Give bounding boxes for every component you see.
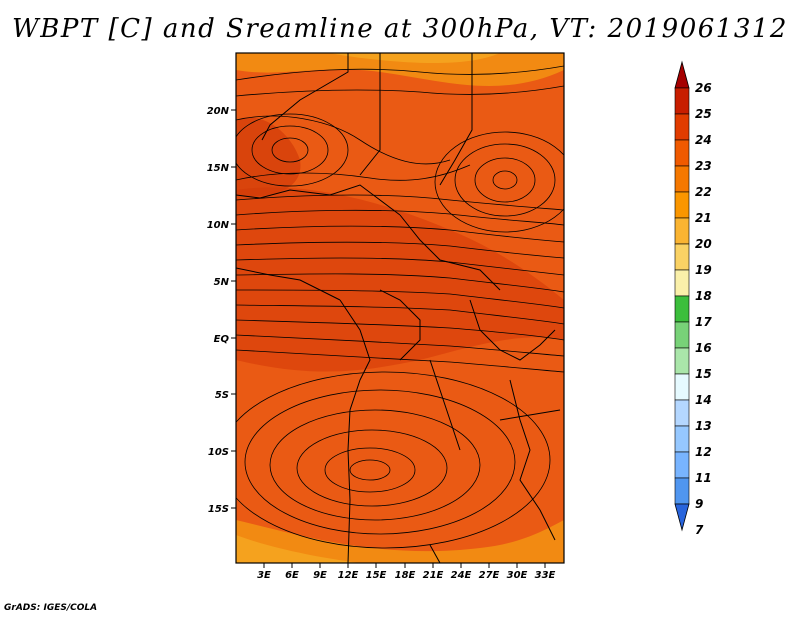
- colorbar-label: 19: [695, 263, 712, 277]
- lon-axis: 3E 6E 9E 12E 15E 18E 21E 24E 27E 30E 33E: [257, 563, 556, 581]
- lat-tick-label: 15S: [208, 504, 229, 515]
- colorbar-swatch: [674, 477, 690, 505]
- lon-tick-label: 24E: [451, 570, 472, 581]
- colorbar: 26 25 24 23 22 21 20 19 18 17 16 15 14 13 12 11 9 7: [674, 60, 712, 537]
- colorbar-label: 20: [695, 237, 712, 251]
- lat-tick-label: 10S: [208, 447, 229, 458]
- colorbar-swatch: [674, 217, 690, 245]
- colorbar-swatch: [674, 399, 690, 427]
- colorbar-swatch: [674, 191, 690, 219]
- wbpt-cool-north: [236, 53, 564, 86]
- lon-tick-label: 15E: [366, 570, 387, 581]
- colorbar-arrow-bottom: [674, 503, 690, 532]
- lon-tick-label: 33E: [535, 570, 556, 581]
- lat-tick-label: EQ: [214, 334, 230, 345]
- lat-tick-label: 5S: [215, 390, 229, 401]
- colorbar-swatch: [674, 243, 690, 271]
- colorbar-label: 18: [695, 289, 712, 303]
- lon-tick-label: 30E: [507, 570, 528, 581]
- colorbar-swatch: [674, 165, 690, 193]
- colorbar-swatch: [674, 425, 690, 453]
- lat-axis: 20N 15N 10N 5N EQ 5S 10S 15S: [207, 106, 236, 515]
- colorbar-swatch: [674, 347, 690, 375]
- lon-tick-label: 21E: [423, 570, 444, 581]
- lat-tick-label: 5N: [214, 277, 230, 288]
- colorbar-label: 7: [695, 523, 704, 537]
- colorbar-label: 24: [695, 133, 712, 147]
- lat-tick-label: 15N: [207, 163, 230, 174]
- lon-tick-label: 6E: [285, 570, 299, 581]
- colorbar-label: 21: [695, 211, 712, 225]
- lon-tick-label: 27E: [479, 570, 500, 581]
- colorbar-label: 22: [695, 185, 712, 199]
- colorbar-swatch: [674, 113, 690, 141]
- colorbar-label: 12: [695, 445, 712, 459]
- colorbar-label: 9: [695, 497, 703, 511]
- colorbar-label: 25: [695, 107, 712, 121]
- colorbar-swatch: [674, 321, 690, 349]
- colorbar-label: 15: [695, 367, 712, 381]
- colorbar-swatch: [674, 451, 690, 479]
- chart-title: WBPT [C] and Sreamline at 300hPa, VT: 20…: [12, 14, 788, 44]
- lat-tick-label: 10N: [207, 220, 230, 231]
- colorbar-swatch: [674, 269, 690, 297]
- colorbar-swatch: [674, 295, 690, 323]
- wbpt-edge-north: [330, 53, 500, 64]
- lon-tick-label: 18E: [395, 570, 416, 581]
- colorbar-label: 17: [695, 315, 712, 329]
- colorbar-label: 16: [695, 341, 712, 355]
- colorbar-swatch: [674, 373, 690, 401]
- wbpt-cool-south: [236, 520, 564, 563]
- wbpt-edge-southwest: [236, 535, 360, 563]
- grads-credit: GrADS: IGES/COLA: [4, 603, 98, 613]
- colorbar-label: 26: [695, 81, 712, 95]
- lat-tick-label: 20N: [207, 106, 230, 117]
- lon-tick-label: 9E: [313, 570, 327, 581]
- colorbar-label: 11: [695, 471, 712, 485]
- colorbar-swatch: [674, 139, 690, 167]
- colorbar-swatch: [674, 87, 690, 115]
- lon-tick-label: 3E: [257, 570, 271, 581]
- streamlines: [236, 65, 564, 549]
- colorbar-arrow-top: [674, 60, 690, 89]
- wbpt-warm-core: [236, 187, 564, 372]
- colorbar-label: 14: [695, 393, 712, 407]
- map-frame: [235, 52, 565, 564]
- lon-tick-label: 12E: [338, 570, 359, 581]
- map-plot-area: [236, 53, 564, 563]
- country-borders: [236, 53, 561, 563]
- colorbar-label: 13: [695, 419, 712, 433]
- colorbar-label: 23: [695, 159, 712, 173]
